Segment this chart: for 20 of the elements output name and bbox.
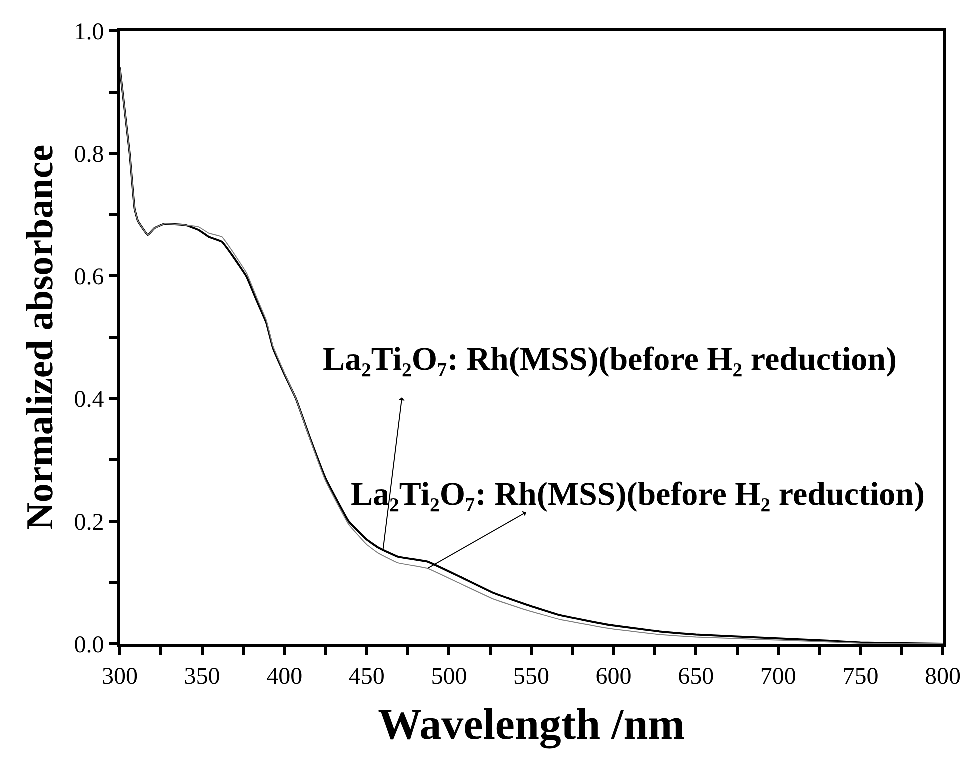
y-tick-label: 0.8 (74, 142, 104, 168)
x-tick-label: 500 (431, 664, 468, 690)
x-tick-label: 700 (760, 664, 796, 690)
x-tick-label: 300 (102, 664, 138, 690)
y-axis-title: Normalized absorbance (19, 144, 62, 530)
y-tick-label: 0.0 (74, 632, 104, 658)
x-tick-label: 600 (596, 664, 632, 690)
x-axis-title: Wavelength /nm (378, 700, 685, 750)
x-tick-label: 400 (266, 664, 303, 690)
y-tick-label: 0.4 (74, 387, 104, 414)
x-tick-label: 800 (925, 664, 961, 690)
y-tick-label: 0.6 (74, 264, 104, 291)
y-tick-label: 0.2 (74, 510, 104, 536)
x-tick-label: 350 (184, 664, 220, 690)
x-tick-label: 750 (842, 664, 879, 690)
x-tick-label: 650 (678, 664, 714, 690)
annotation: La₂Ti₂O₇: Rh(MSS)(before H₂ reduction) (323, 342, 897, 378)
y-tick-label: 1.0 (74, 19, 104, 46)
x-tick-label: 550 (514, 664, 550, 690)
x-tick-label: 450 (348, 664, 385, 690)
